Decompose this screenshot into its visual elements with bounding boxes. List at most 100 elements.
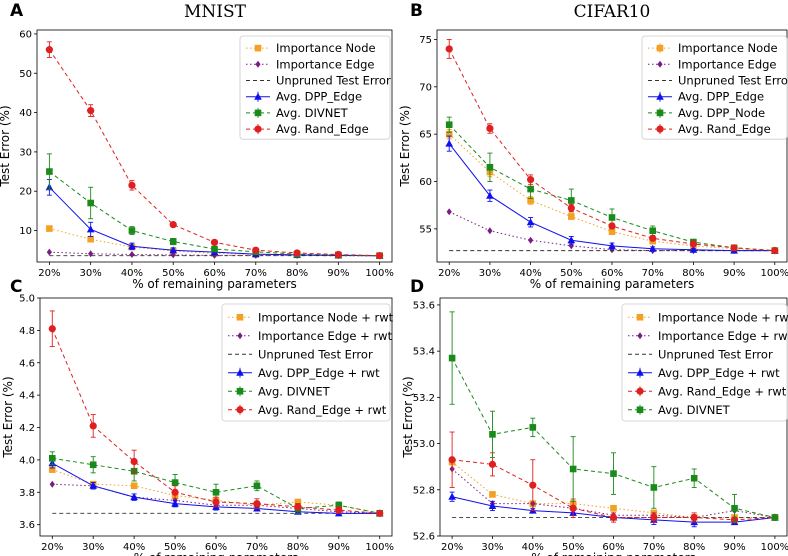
series-avg-dpp-edge — [445, 135, 779, 254]
data-point — [689, 240, 697, 248]
data-point — [689, 245, 698, 253]
y-tick-label: 50 — [19, 69, 32, 80]
series-avg-rand-edge-rwt — [48, 310, 384, 517]
data-point — [446, 208, 452, 216]
legend-marker — [656, 125, 664, 133]
data-point — [529, 424, 537, 431]
legend-label: Avg. Rand_Edge — [276, 122, 369, 136]
data-point — [87, 235, 94, 243]
data-point — [489, 431, 496, 438]
legend-label: Importance Edge + rwt — [658, 329, 788, 343]
data-point — [489, 491, 496, 498]
data-point — [252, 246, 260, 254]
legend-marker — [656, 92, 664, 100]
legend-marker — [236, 313, 244, 321]
x-tick-label: 90% — [328, 542, 350, 553]
data-point — [130, 457, 138, 466]
x-tick-label: 70% — [642, 268, 664, 279]
data-point — [648, 244, 657, 252]
y-tick-label: 4.4 — [19, 391, 35, 402]
data-point — [610, 470, 617, 477]
y-tick-label: 3.6 — [19, 520, 35, 531]
data-point — [771, 514, 779, 521]
data-point — [487, 227, 493, 235]
legend-label: Unpruned Test Error — [258, 347, 373, 361]
legend-label: Avg. Rand_Edge + rwt — [258, 403, 387, 417]
panel-b: B CIFAR10 55 60 65 70 75 20% 30% 40% 50% 60% 70% 80% 9… — [398, 1, 788, 291]
y-tick-label: 20 — [19, 187, 32, 198]
x-axis-label: % of remaining parameters — [530, 277, 695, 291]
x-tick-label: 90% — [723, 542, 745, 553]
data-point — [486, 124, 494, 133]
y-tick-label: 65 — [419, 130, 432, 141]
y-tick-label: 40 — [19, 108, 32, 119]
series-avg-divnet — [448, 311, 779, 523]
data-point — [130, 493, 138, 501]
panel-d: D 52.6 52.8 53.0 53.2 53.4 53.6 20% 30% 40% 50% 60%… — [401, 277, 788, 556]
data-point — [130, 482, 138, 490]
data-point — [89, 481, 98, 489]
x-tick-label: 100% — [365, 542, 394, 553]
data-point — [567, 204, 575, 212]
data-point — [169, 238, 177, 245]
legend-box — [239, 35, 391, 140]
y-axis-label: Test Error (%) — [1, 376, 15, 458]
data-point — [527, 185, 534, 193]
data-point — [171, 479, 179, 486]
x-tick-label: 50% — [562, 542, 584, 553]
data-point — [293, 249, 301, 257]
data-point — [609, 513, 618, 522]
data-point — [86, 225, 95, 233]
data-point — [445, 121, 453, 128]
y-tick-label: 53.2 — [413, 393, 435, 404]
data-point — [608, 228, 616, 235]
x-tick-label: 50% — [560, 268, 582, 279]
y-tick-label: 52.6 — [413, 532, 435, 543]
panel-c: C 3.6 3.8 4.0 4.2 4.4 4.6 4.8 5.0 20% 30% 40% 50% 60%… — [1, 277, 394, 556]
legend-marker — [236, 368, 244, 376]
legend-label: Avg. DPP_Node — [678, 106, 765, 120]
series-line — [52, 469, 380, 514]
x-tick-label: 60% — [601, 268, 623, 279]
data-point — [529, 481, 537, 489]
data-point — [294, 503, 302, 511]
data-point — [335, 506, 343, 514]
legend-marker — [656, 109, 664, 117]
x-tick-label: 40% — [519, 268, 541, 279]
data-point — [335, 501, 343, 509]
legend-label: Importance Node + rwt — [658, 310, 788, 324]
legend-marker — [255, 60, 261, 68]
series-avg-rand-edge — [45, 41, 384, 260]
data-point — [169, 221, 177, 229]
series-line — [49, 171, 380, 257]
legend-label: Avg. Rand_Edge + rwt — [658, 384, 787, 398]
data-point — [46, 225, 53, 232]
y-tick-label: 5.0 — [19, 294, 35, 305]
y-tick-label: 60 — [419, 177, 432, 188]
data-point — [649, 227, 656, 235]
y-tick-label: 4.2 — [19, 423, 35, 434]
y-tick-label: 30 — [19, 147, 32, 158]
legend-box — [221, 303, 391, 422]
x-axis-label: % of remaining parameters — [531, 551, 696, 556]
data-point — [608, 222, 616, 230]
legend-marker — [636, 406, 644, 414]
series-line — [452, 459, 775, 521]
legend-label: Importance Node — [678, 41, 778, 55]
data-point — [527, 197, 534, 204]
panel-title: CIFAR10 — [574, 2, 651, 22]
panel-label: D — [410, 277, 424, 297]
data-point — [48, 454, 56, 462]
x-axis-label: % of remaining parameters — [132, 277, 297, 291]
y-tick-label: 75 — [419, 35, 432, 46]
x-tick-label: 80% — [682, 268, 704, 279]
x-tick-label: 30% — [479, 268, 501, 279]
y-tick-label: 53.4 — [413, 347, 435, 358]
x-tick-label: 40% — [121, 268, 143, 279]
panel-title: MNIST — [184, 2, 247, 22]
legend-marker — [636, 387, 644, 395]
legend-marker — [636, 313, 644, 321]
series-line — [52, 457, 380, 514]
x-tick-label: 40% — [522, 542, 544, 553]
legend-marker — [656, 44, 664, 52]
